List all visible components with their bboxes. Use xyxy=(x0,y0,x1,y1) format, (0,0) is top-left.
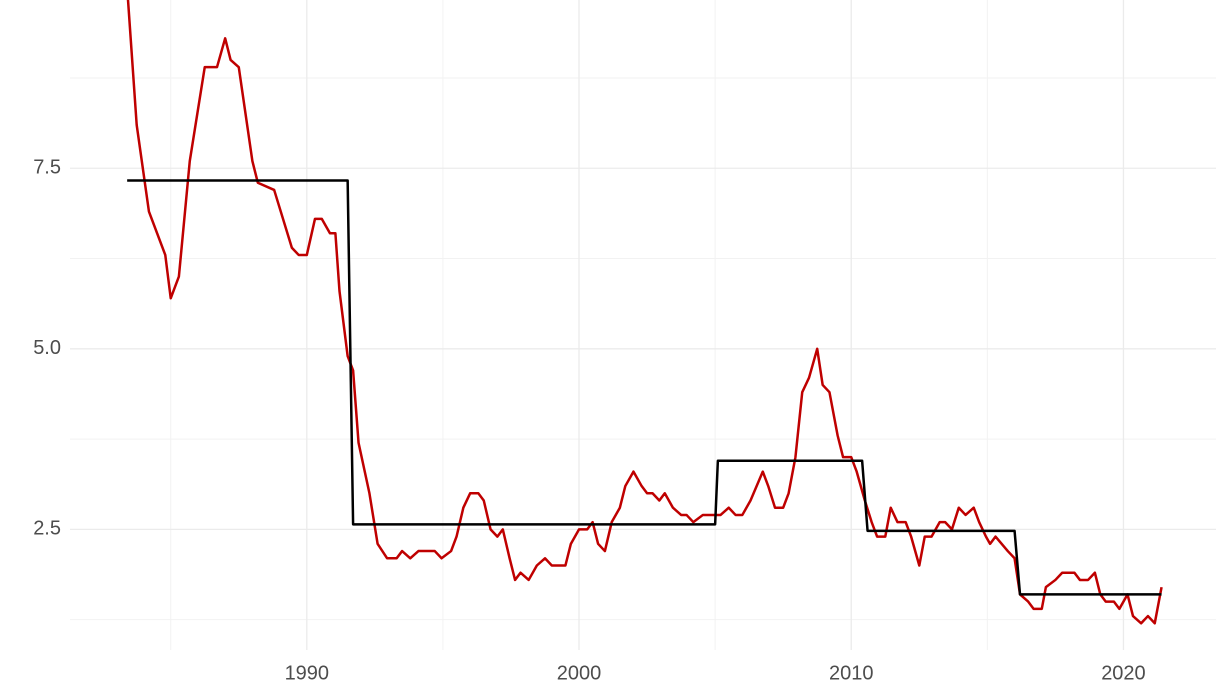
data-line xyxy=(126,0,1163,625)
x-tick-label: 1990 xyxy=(285,662,330,684)
data-line xyxy=(127,179,1162,596)
axis-labels: 1990 2000 2010 2020 2.5 5.0 7.5 xyxy=(33,157,1146,685)
plot-area xyxy=(126,0,1163,625)
x-tick-label: 2020 xyxy=(1101,662,1146,684)
x-tick-label: 2010 xyxy=(829,662,874,684)
y-tick-label: 2.5 xyxy=(33,518,61,540)
y-tick-label: 7.5 xyxy=(33,157,61,179)
x-tick-label: 2000 xyxy=(557,662,602,684)
grid xyxy=(70,0,1216,650)
y-tick-label: 5.0 xyxy=(33,337,61,359)
